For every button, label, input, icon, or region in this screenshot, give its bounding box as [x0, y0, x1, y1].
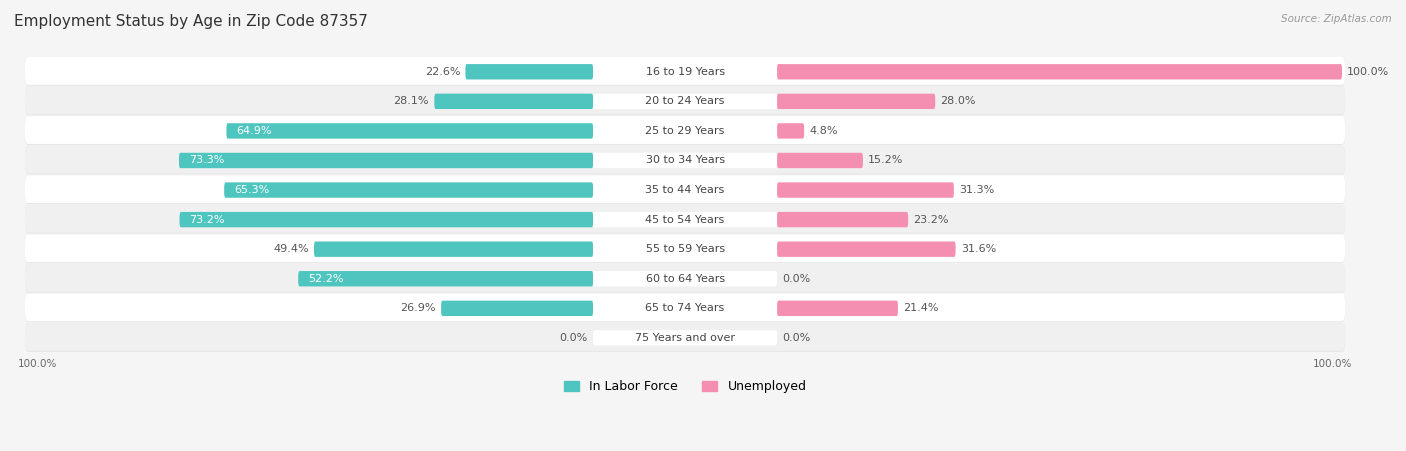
Text: 28.0%: 28.0%: [941, 97, 976, 106]
FancyBboxPatch shape: [25, 235, 1346, 263]
Text: 73.3%: 73.3%: [188, 156, 224, 166]
Text: 30 to 34 Years: 30 to 34 Years: [645, 156, 724, 166]
FancyBboxPatch shape: [25, 116, 1346, 145]
Text: 65.3%: 65.3%: [233, 185, 270, 195]
Text: 0.0%: 0.0%: [560, 333, 588, 343]
FancyBboxPatch shape: [25, 116, 1346, 144]
FancyBboxPatch shape: [593, 241, 778, 257]
Text: Source: ZipAtlas.com: Source: ZipAtlas.com: [1281, 14, 1392, 23]
Text: Employment Status by Age in Zip Code 87357: Employment Status by Age in Zip Code 873…: [14, 14, 368, 28]
Text: 21.4%: 21.4%: [903, 304, 939, 313]
FancyBboxPatch shape: [778, 241, 956, 257]
FancyBboxPatch shape: [25, 87, 1346, 115]
Legend: In Labor Force, Unemployed: In Labor Force, Unemployed: [558, 376, 811, 399]
FancyBboxPatch shape: [593, 153, 778, 168]
FancyBboxPatch shape: [25, 264, 1346, 292]
FancyBboxPatch shape: [179, 153, 593, 168]
FancyBboxPatch shape: [25, 87, 1346, 115]
FancyBboxPatch shape: [224, 182, 593, 198]
Text: 28.1%: 28.1%: [394, 97, 429, 106]
Text: 35 to 44 Years: 35 to 44 Years: [645, 185, 724, 195]
Text: 0.0%: 0.0%: [782, 274, 810, 284]
Text: 64.9%: 64.9%: [236, 126, 271, 136]
FancyBboxPatch shape: [778, 123, 804, 138]
FancyBboxPatch shape: [25, 294, 1346, 321]
Text: 100.0%: 100.0%: [1312, 359, 1353, 369]
FancyBboxPatch shape: [25, 294, 1346, 322]
FancyBboxPatch shape: [593, 271, 778, 286]
FancyBboxPatch shape: [180, 212, 593, 227]
FancyBboxPatch shape: [441, 301, 593, 316]
FancyBboxPatch shape: [593, 182, 778, 198]
Text: 100.0%: 100.0%: [18, 359, 58, 369]
FancyBboxPatch shape: [314, 241, 593, 257]
FancyBboxPatch shape: [25, 264, 1346, 293]
FancyBboxPatch shape: [593, 123, 778, 138]
Text: 31.6%: 31.6%: [960, 244, 995, 254]
FancyBboxPatch shape: [778, 64, 1341, 79]
FancyBboxPatch shape: [25, 146, 1346, 174]
Text: 23.2%: 23.2%: [914, 215, 949, 225]
FancyBboxPatch shape: [298, 271, 593, 286]
FancyBboxPatch shape: [226, 123, 593, 138]
FancyBboxPatch shape: [25, 235, 1346, 262]
Text: 16 to 19 Years: 16 to 19 Years: [645, 67, 724, 77]
Text: 55 to 59 Years: 55 to 59 Years: [645, 244, 724, 254]
FancyBboxPatch shape: [593, 212, 778, 227]
FancyBboxPatch shape: [25, 57, 1346, 85]
FancyBboxPatch shape: [778, 212, 908, 227]
FancyBboxPatch shape: [593, 94, 778, 109]
Text: 22.6%: 22.6%: [425, 67, 460, 77]
FancyBboxPatch shape: [25, 146, 1346, 175]
Text: 25 to 29 Years: 25 to 29 Years: [645, 126, 724, 136]
FancyBboxPatch shape: [434, 94, 593, 109]
FancyBboxPatch shape: [778, 182, 953, 198]
FancyBboxPatch shape: [25, 323, 1346, 352]
Text: 49.4%: 49.4%: [273, 244, 309, 254]
FancyBboxPatch shape: [25, 323, 1346, 351]
FancyBboxPatch shape: [25, 205, 1346, 233]
Text: 73.2%: 73.2%: [190, 215, 225, 225]
FancyBboxPatch shape: [778, 301, 898, 316]
Text: 0.0%: 0.0%: [782, 333, 810, 343]
FancyBboxPatch shape: [778, 153, 863, 168]
FancyBboxPatch shape: [25, 205, 1346, 234]
FancyBboxPatch shape: [593, 64, 778, 79]
Text: 26.9%: 26.9%: [401, 304, 436, 313]
FancyBboxPatch shape: [465, 64, 593, 79]
FancyBboxPatch shape: [25, 175, 1346, 204]
Text: 4.8%: 4.8%: [810, 126, 838, 136]
Text: 31.3%: 31.3%: [959, 185, 994, 195]
Text: 15.2%: 15.2%: [868, 156, 904, 166]
Text: 20 to 24 Years: 20 to 24 Years: [645, 97, 724, 106]
Text: 45 to 54 Years: 45 to 54 Years: [645, 215, 724, 225]
FancyBboxPatch shape: [593, 330, 778, 345]
FancyBboxPatch shape: [593, 301, 778, 316]
Text: 52.2%: 52.2%: [308, 274, 343, 284]
Text: 100.0%: 100.0%: [1347, 67, 1389, 77]
FancyBboxPatch shape: [25, 57, 1346, 86]
Text: 75 Years and over: 75 Years and over: [636, 333, 735, 343]
Text: 65 to 74 Years: 65 to 74 Years: [645, 304, 724, 313]
FancyBboxPatch shape: [778, 94, 935, 109]
FancyBboxPatch shape: [25, 175, 1346, 203]
Text: 60 to 64 Years: 60 to 64 Years: [645, 274, 724, 284]
